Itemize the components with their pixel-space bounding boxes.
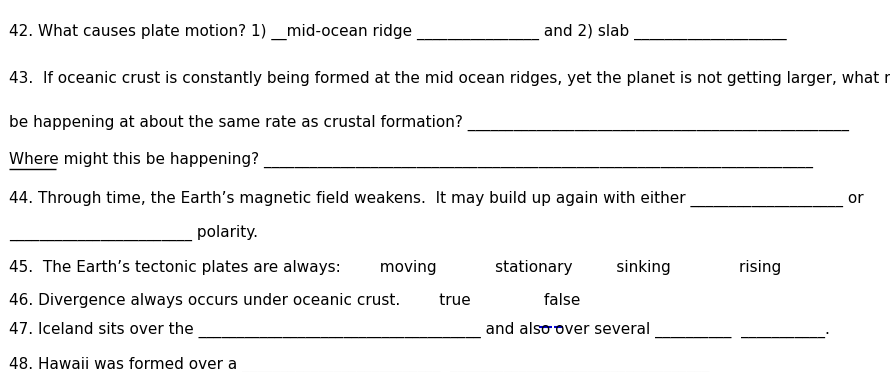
Text: 48. Hawaii was formed over a __________________________  _______________________: 48. Hawaii was formed over a ___________… bbox=[9, 357, 709, 372]
Text: 47. Iceland sits over the _____________________________________ and also over se: 47. Iceland sits over the ______________… bbox=[9, 321, 830, 338]
Text: 43.  If oceanic crust is constantly being formed at the mid ocean ridges, yet th: 43. If oceanic crust is constantly being… bbox=[9, 71, 890, 86]
Text: 42. What causes plate motion? 1) __mid-ocean ridge ________________ and 2) slab : 42. What causes plate motion? 1) __mid-o… bbox=[9, 23, 787, 39]
Text: 45.  The Earth’s tectonic plates are always:        moving            stationary: 45. The Earth’s tectonic plates are alwa… bbox=[9, 260, 781, 276]
Text: be happening at about the same rate as crustal formation? ______________________: be happening at about the same rate as c… bbox=[9, 115, 849, 131]
Text: Where might this be happening? _________________________________________________: Where might this be happening? _________… bbox=[9, 152, 813, 168]
Text: ________________________ polarity.: ________________________ polarity. bbox=[9, 225, 258, 241]
Text: 46. Divergence always occurs under oceanic crust.        true               fals: 46. Divergence always occurs under ocean… bbox=[9, 293, 580, 308]
Text: 44. Through time, the Earth’s magnetic field weakens.  It may build up again wit: 44. Through time, the Earth’s magnetic f… bbox=[9, 191, 864, 207]
